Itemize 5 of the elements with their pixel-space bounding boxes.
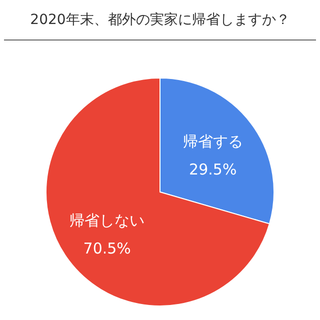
data-label: 70.5%: [83, 240, 131, 258]
slice-label: 帰省しない: [70, 212, 145, 230]
slice-label: 帰省する: [182, 132, 243, 150]
data-label: 29.5%: [189, 160, 237, 178]
chart-title: 2020年末、都外の実家に帰省しますか？: [30, 12, 290, 28]
